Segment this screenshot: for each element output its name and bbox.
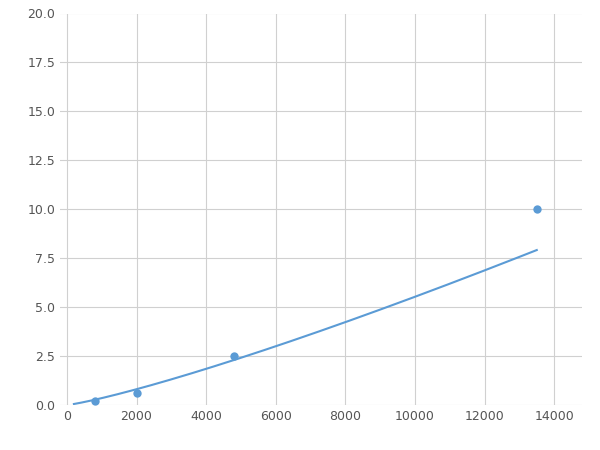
- Point: [532, 206, 542, 213]
- Point: [132, 389, 142, 396]
- Point: [229, 352, 239, 360]
- Point: [90, 398, 100, 405]
